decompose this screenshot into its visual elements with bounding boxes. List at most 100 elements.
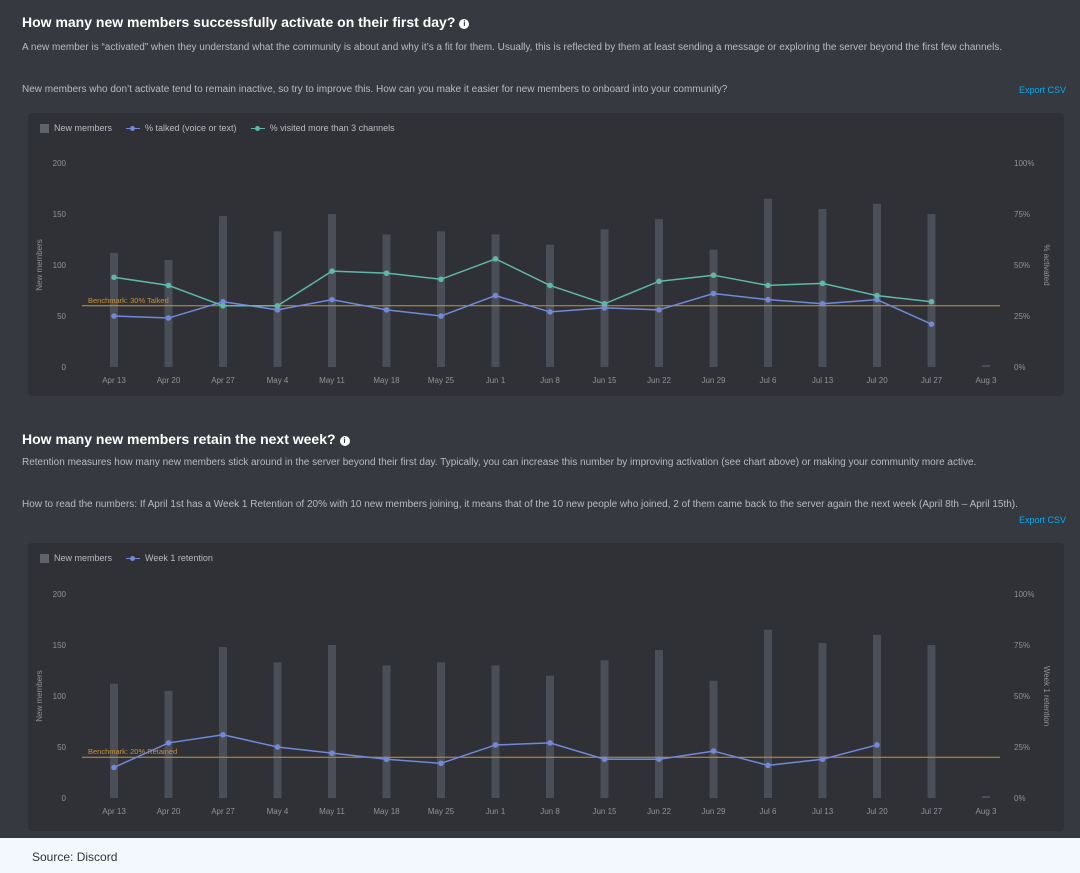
bar-new-members bbox=[437, 662, 445, 798]
data-point bbox=[547, 740, 553, 746]
bar-new-members bbox=[328, 214, 336, 367]
data-point bbox=[165, 315, 172, 321]
y2-axis-title: Week 1 retention bbox=[1042, 666, 1051, 726]
legend-swatch bbox=[40, 553, 49, 563]
data-point bbox=[710, 748, 717, 754]
data-point bbox=[928, 321, 935, 327]
info-icon[interactable]: i bbox=[339, 436, 350, 446]
data-point bbox=[274, 744, 281, 750]
retention-chart-panel: New members Week 1 retention 0 50 100 150 20… bbox=[28, 543, 1064, 831]
retention-chart: 0 50 100 150 200 0% 25% 50% 75% 100% New members We… bbox=[35, 590, 1051, 816]
x-tick-label: Jun 22 bbox=[647, 376, 672, 385]
y2-tick-label: 0% bbox=[1014, 363, 1026, 372]
x-tick-label: Jun 15 bbox=[592, 376, 617, 385]
x-tick-label: May 25 bbox=[428, 376, 455, 385]
y2-tick-label: 50% bbox=[1014, 692, 1030, 701]
data-point bbox=[492, 742, 499, 748]
data-point bbox=[656, 278, 662, 285]
bar-new-members bbox=[110, 683, 118, 798]
data-point bbox=[383, 270, 390, 276]
x-tick-label: Jun 8 bbox=[540, 807, 560, 816]
source-footer: Source: Discord bbox=[0, 838, 1080, 873]
benchmark-label: Benchmark: 30% Talked bbox=[88, 296, 169, 305]
bar-new-members bbox=[982, 795, 990, 798]
data-point bbox=[438, 276, 444, 283]
legend-item-visited[interactable]: % visited more than 3 channels bbox=[250, 123, 395, 133]
bar-new-members bbox=[164, 259, 173, 367]
info-icon[interactable]: i bbox=[459, 19, 470, 29]
data-point bbox=[710, 272, 717, 278]
data-point bbox=[111, 764, 117, 771]
data-point bbox=[547, 309, 553, 315]
bar-new-members bbox=[328, 645, 336, 798]
bar-new-members bbox=[382, 234, 391, 367]
y-tick-label: 200 bbox=[53, 590, 67, 599]
data-point bbox=[928, 298, 935, 305]
x-tick-label: Jun 8 bbox=[540, 376, 560, 385]
x-tick-label: Apr 27 bbox=[211, 376, 235, 385]
bar-new-members bbox=[764, 629, 772, 798]
bar-new-members bbox=[818, 208, 827, 367]
x-tick-label: Apr 27 bbox=[211, 807, 235, 816]
activation-chart: 0 50 100 150 200 0% 25% 50% 75% 100% New members % … bbox=[35, 159, 1051, 385]
data-point bbox=[165, 282, 172, 289]
export-csv-link[interactable]: Export CSV bbox=[1018, 515, 1066, 525]
y-tick-label: 150 bbox=[53, 210, 67, 219]
data-point bbox=[220, 298, 226, 305]
x-tick-label: Jun 15 bbox=[592, 807, 617, 816]
x-tick-label: Jul 6 bbox=[760, 807, 777, 816]
data-point bbox=[165, 740, 172, 746]
data-point bbox=[819, 280, 826, 287]
x-tick-label: Apr 20 bbox=[157, 376, 181, 385]
activation-tip: New members who don’t activate tend to r… bbox=[22, 84, 728, 95]
data-point bbox=[274, 307, 281, 313]
y2-tick-label: 100% bbox=[1014, 590, 1034, 599]
y-tick-label: 150 bbox=[53, 641, 67, 650]
legend-swatch bbox=[250, 124, 265, 133]
bar-new-members bbox=[873, 634, 881, 798]
bar-new-members bbox=[655, 650, 663, 798]
x-tick-label: Jun 29 bbox=[701, 376, 726, 385]
y-tick-label: 0 bbox=[62, 794, 67, 803]
legend-item-talked[interactable]: % talked (voice or text) bbox=[126, 123, 237, 133]
legend-swatch bbox=[126, 554, 141, 563]
legend-item-new-members[interactable]: New members bbox=[40, 123, 112, 133]
x-tick-label: Aug 3 bbox=[976, 376, 997, 385]
bar-new-members bbox=[546, 675, 554, 798]
retention-section: How many new members retain the next wee… bbox=[0, 425, 1080, 838]
y-tick-label: 0 bbox=[62, 363, 67, 372]
bar-new-members bbox=[927, 645, 936, 798]
x-tick-label: Jul 13 bbox=[812, 807, 834, 816]
benchmark-label: Benchmark: 20% Retained bbox=[88, 747, 177, 756]
data-point bbox=[819, 300, 826, 307]
y-axis-title: New members bbox=[35, 670, 44, 722]
bar-new-members bbox=[491, 665, 500, 798]
data-point bbox=[438, 313, 444, 319]
data-point bbox=[656, 756, 662, 763]
y-axis-title: New members bbox=[35, 239, 44, 291]
retention-how-to-read: How to read the numbers: If April 1st ha… bbox=[22, 499, 1018, 510]
data-point bbox=[329, 296, 335, 303]
bar-new-members bbox=[709, 680, 718, 798]
x-tick-label: Apr 13 bbox=[102, 807, 126, 816]
legend-item-retention[interactable]: Week 1 retention bbox=[126, 553, 213, 563]
bar-new-members bbox=[491, 234, 500, 367]
data-point bbox=[765, 296, 771, 303]
data-point bbox=[111, 313, 117, 319]
activation-section: How many new members successfully activa… bbox=[0, 0, 1080, 425]
data-point bbox=[874, 296, 880, 303]
x-tick-label: Jun 1 bbox=[486, 807, 506, 816]
y-tick-label: 100 bbox=[53, 692, 67, 701]
x-tick-label: Jul 27 bbox=[921, 376, 943, 385]
data-point bbox=[492, 256, 499, 262]
legend-swatch bbox=[126, 124, 141, 133]
x-tick-label: May 4 bbox=[267, 807, 289, 816]
x-tick-label: Apr 20 bbox=[157, 807, 181, 816]
bar-new-members bbox=[600, 660, 609, 798]
legend-item-new-members[interactable]: New members bbox=[40, 553, 112, 563]
x-tick-label: May 4 bbox=[267, 376, 289, 385]
bar-new-members bbox=[110, 252, 118, 367]
bar-new-members bbox=[927, 214, 936, 367]
series-line bbox=[113, 292, 932, 325]
export-csv-link[interactable]: Export CSV bbox=[1018, 85, 1066, 95]
